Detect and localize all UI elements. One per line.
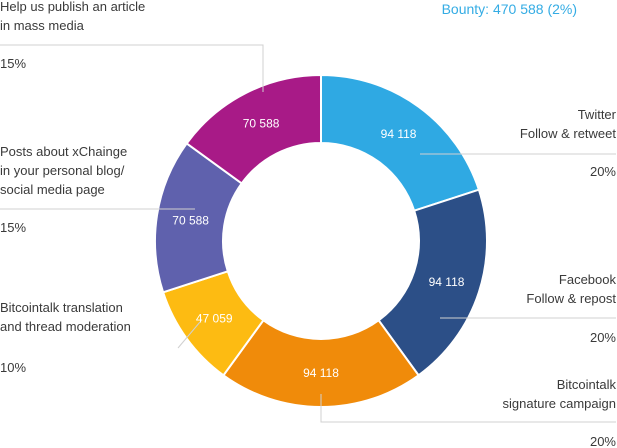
slice-value-label: 70 588	[172, 213, 209, 227]
leader-line	[177, 321, 201, 349]
slice-category-label: Bitcointalk signature campaign	[503, 377, 617, 411]
leader-line	[320, 394, 616, 423]
donut-slices	[154, 73, 488, 408]
donut-slice	[320, 73, 481, 212]
slice-percent-label: 10%	[0, 360, 26, 375]
slice-category-label: Bitcointalk translation and thread modera…	[0, 300, 131, 334]
leader-line	[0, 44, 264, 92]
slice-percent-label: 20%	[590, 164, 616, 179]
donut-slice	[185, 73, 322, 185]
donut-slice	[222, 318, 420, 408]
slice-percent-label: 20%	[590, 434, 616, 448]
slice-percent-label: 15%	[0, 220, 26, 235]
chart-title: Bounty: 470 588 (2%)	[442, 1, 577, 17]
slice-value-label: 94 118	[429, 275, 465, 289]
slice-category-label: Posts about xChainge in your personal blo…	[0, 144, 127, 197]
slice-value-label: 47 059	[196, 312, 233, 326]
slice-value-label: 70 588	[243, 116, 280, 130]
slice-value-labels: 94 118 94 118 94 118 47 059 70 588 70 588	[172, 116, 464, 380]
leader-lines	[0, 44, 616, 423]
donut-slice	[377, 188, 488, 377]
slice-category-label: Help us publish an article in mass media	[0, 0, 145, 33]
slice-category-label: Facebook Follow & repost	[526, 272, 616, 306]
slice-percent-label: 15%	[0, 56, 26, 71]
slice-value-label: 94 118	[381, 127, 417, 141]
slice-percent-label: 20%	[590, 330, 616, 345]
slice-value-label: 94 118	[303, 366, 339, 380]
slice-category-label: Twitter Follow & retweet	[520, 107, 617, 141]
